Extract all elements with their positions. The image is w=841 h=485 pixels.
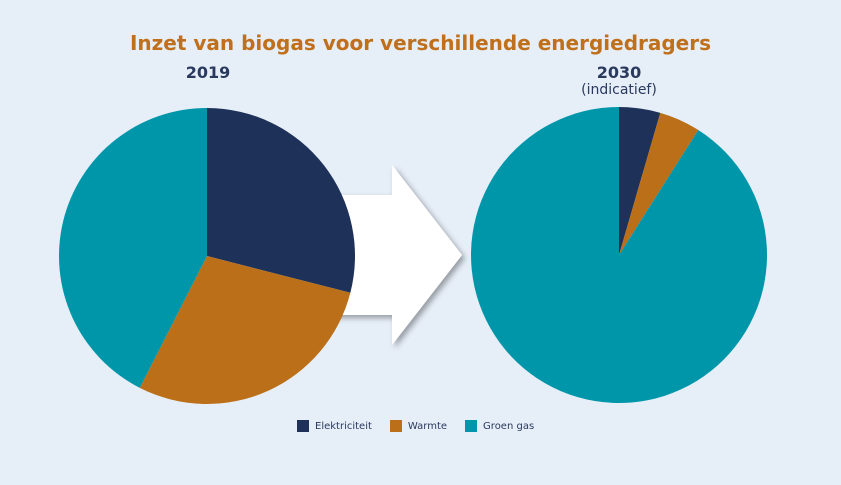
legend-label: Warmte (407, 420, 448, 432)
pie-slice-groen-gas (58, 108, 207, 388)
legend-item-warmte: Warmte (389, 420, 448, 432)
year-2030-label: 2030 (596, 63, 642, 82)
pie-2019 (58, 108, 355, 405)
pie-slice-warmte (619, 112, 699, 256)
indicative-label: (indicatief) (581, 82, 657, 98)
legend-item-elektriciteit: Elektriciteit (297, 420, 372, 432)
legend-label: Groen gas (483, 420, 535, 432)
legend: Elektriciteit Warmte Groen gas (297, 420, 534, 432)
pie-2030 (471, 106, 767, 403)
legend-label: Elektriciteit (315, 420, 372, 432)
year-2019-label: 2019 (185, 63, 231, 82)
arrow-icon (330, 165, 462, 345)
pie-slice-groen-gas (471, 106, 767, 403)
chart-title: Inzet van biogas voor verschillende ener… (129, 31, 712, 55)
pie-slice-warmte (139, 256, 351, 405)
legend-item-groen-gas: Groen gas (465, 420, 534, 432)
pie-slice-elektriciteit (619, 107, 661, 255)
pie-slice-elektriciteit (207, 108, 355, 293)
